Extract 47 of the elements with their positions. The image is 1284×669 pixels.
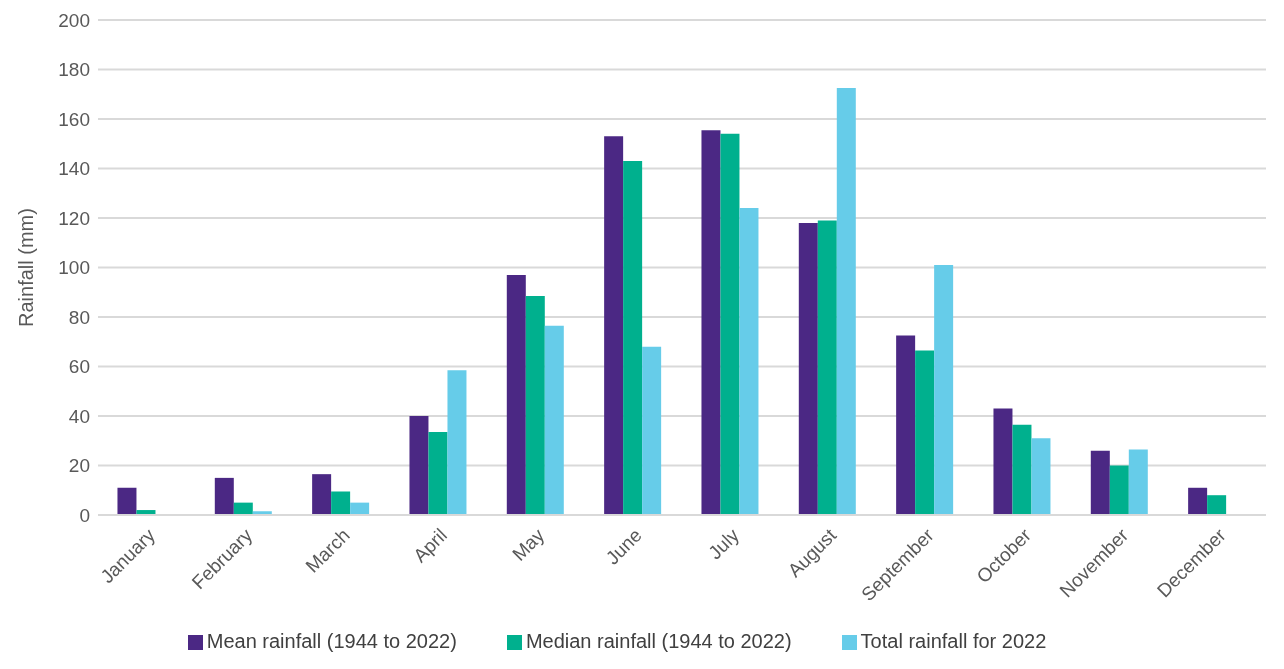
legend-label: Total rainfall for 2022 xyxy=(860,630,1047,652)
y-tick-label: 40 xyxy=(68,405,90,427)
y-tick-label: 80 xyxy=(68,306,90,328)
bar xyxy=(1207,495,1227,515)
x-tick-label: July xyxy=(704,524,744,564)
bar xyxy=(331,491,351,515)
bar xyxy=(1090,450,1110,515)
bar xyxy=(701,130,721,515)
bar xyxy=(1012,424,1032,515)
bar xyxy=(312,474,332,515)
bar xyxy=(214,477,234,515)
y-tick-label: 60 xyxy=(68,356,90,378)
bar xyxy=(525,295,545,515)
bar xyxy=(896,335,916,515)
y-tick-label: 140 xyxy=(58,158,90,180)
bar xyxy=(934,265,954,515)
bar xyxy=(798,222,818,515)
y-tick-label: 200 xyxy=(58,9,90,31)
y-tick-label: 100 xyxy=(58,257,90,279)
bar xyxy=(409,416,429,515)
bar xyxy=(447,370,467,515)
y-tick-label: 20 xyxy=(68,455,90,477)
bar xyxy=(428,432,448,515)
legend-label: Mean rainfall (1944 to 2022) xyxy=(206,630,457,652)
bar xyxy=(817,220,837,515)
y-tick-label: 0 xyxy=(79,504,90,526)
bar xyxy=(642,346,662,515)
bar xyxy=(117,487,137,515)
bar xyxy=(1188,487,1208,515)
bar xyxy=(993,408,1013,515)
bar xyxy=(1109,465,1129,515)
bar xyxy=(544,325,564,515)
y-tick-label: 120 xyxy=(58,207,90,229)
bar xyxy=(836,88,856,515)
bar xyxy=(915,350,935,515)
bar xyxy=(1128,449,1148,515)
y-tick-label: 180 xyxy=(58,59,90,81)
y-tick-label: 160 xyxy=(58,108,90,130)
y-axis-title: Rainfall (mm) xyxy=(15,208,38,327)
bar xyxy=(1031,438,1051,515)
bar xyxy=(623,161,643,515)
bar xyxy=(739,208,759,515)
bar xyxy=(720,133,740,515)
x-tick-label: May xyxy=(508,524,549,565)
legend-label: Median rainfall (1944 to 2022) xyxy=(525,630,792,652)
bar xyxy=(604,136,624,515)
bar xyxy=(506,274,526,515)
